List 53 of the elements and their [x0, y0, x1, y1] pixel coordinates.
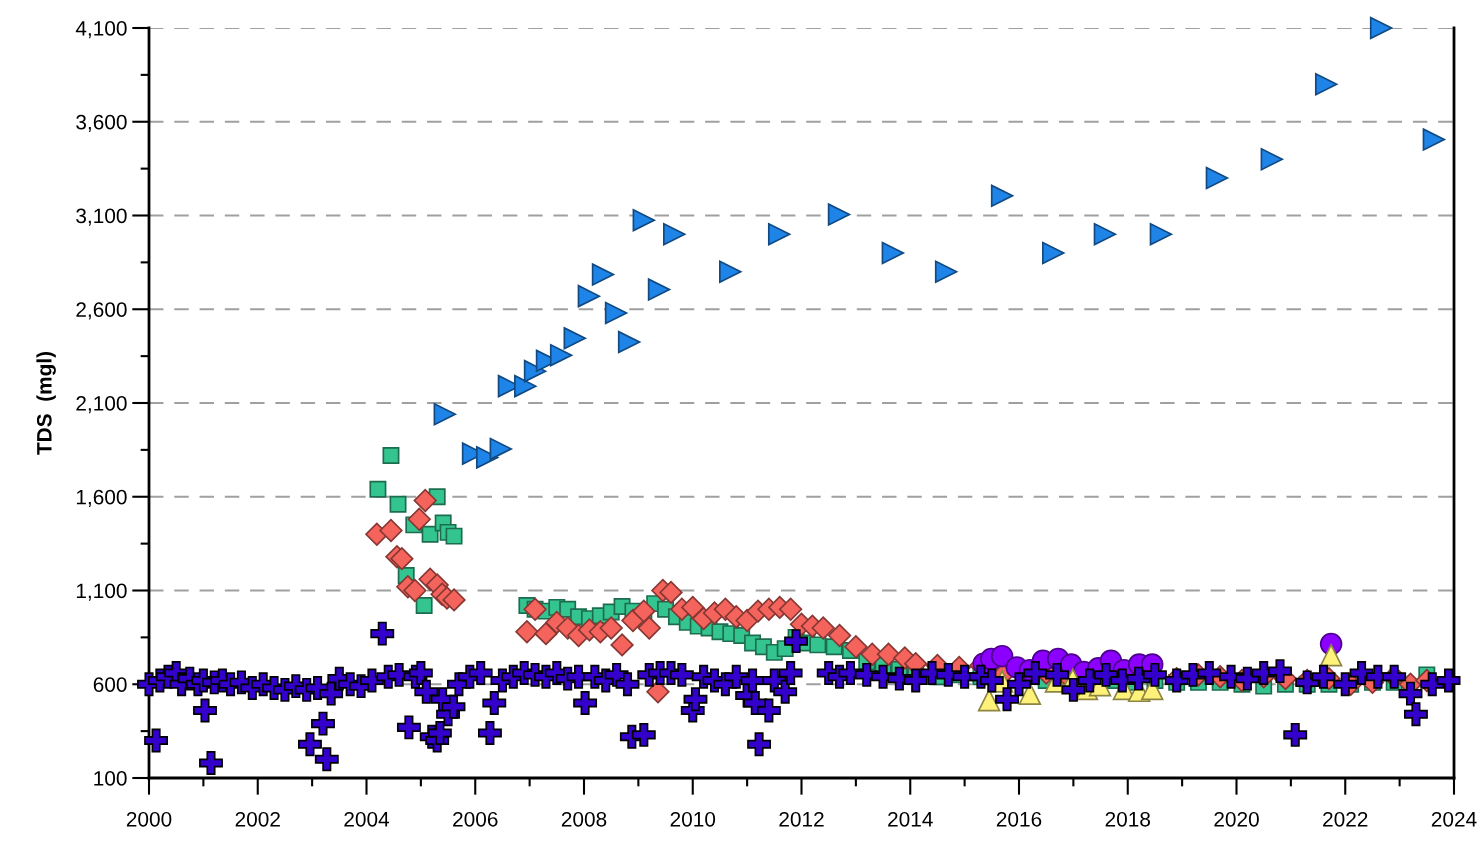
point — [1260, 147, 1284, 171]
point — [591, 263, 615, 286]
x-tick-label: 2014 — [888, 811, 933, 827]
point — [934, 260, 958, 284]
point — [632, 208, 656, 232]
x-tick-label: 2006 — [453, 811, 498, 827]
y-tick-label: 1,100 — [76, 583, 127, 601]
point — [1422, 128, 1446, 151]
x-tick-label: 2022 — [1323, 811, 1368, 827]
point — [514, 374, 537, 398]
x-tick-label: 2020 — [1214, 811, 1259, 827]
point — [617, 330, 641, 354]
point — [1093, 222, 1117, 246]
y-axis-title: TDS (mgl) — [36, 351, 56, 455]
point — [990, 644, 1014, 668]
point — [663, 222, 686, 246]
y-tick-label: 3,100 — [76, 208, 127, 226]
x-tick-label: 2010 — [670, 811, 716, 827]
point — [1149, 222, 1173, 246]
point — [647, 278, 671, 301]
point — [577, 284, 601, 308]
point — [990, 184, 1014, 208]
point — [563, 327, 587, 350]
point — [1314, 72, 1338, 96]
point — [827, 203, 851, 226]
point — [1205, 166, 1229, 190]
point — [549, 343, 573, 367]
point — [1018, 682, 1042, 705]
x-tick-label: 2018 — [1105, 811, 1151, 827]
point — [1042, 241, 1065, 265]
x-tick-label: 2000 — [126, 811, 172, 827]
y-tick-label: 2,100 — [76, 396, 127, 414]
point — [523, 359, 547, 383]
point — [604, 301, 628, 325]
y-tick-label: 3,600 — [76, 114, 127, 132]
point — [881, 241, 905, 265]
y-tick-label: 100 — [94, 771, 127, 786]
y-tick-label: 1,600 — [76, 489, 127, 507]
y-tick-label: 4,100 — [75, 21, 127, 39]
x-tick-label: 2004 — [344, 811, 390, 827]
point — [433, 402, 457, 426]
point — [767, 222, 791, 246]
point — [719, 260, 742, 284]
point — [1369, 16, 1393, 40]
y-tick-label: 2,600 — [76, 302, 127, 320]
point — [489, 437, 513, 461]
point — [1319, 643, 1343, 667]
x-tick-label: 2002 — [235, 811, 280, 827]
x-tick-label: 2008 — [561, 811, 607, 827]
x-tick-label: 2016 — [996, 811, 1042, 827]
x-tick-label: 2012 — [779, 811, 824, 827]
x-tick-label: 2024 — [1431, 811, 1477, 827]
y-tick-label: 600 — [93, 677, 127, 692]
